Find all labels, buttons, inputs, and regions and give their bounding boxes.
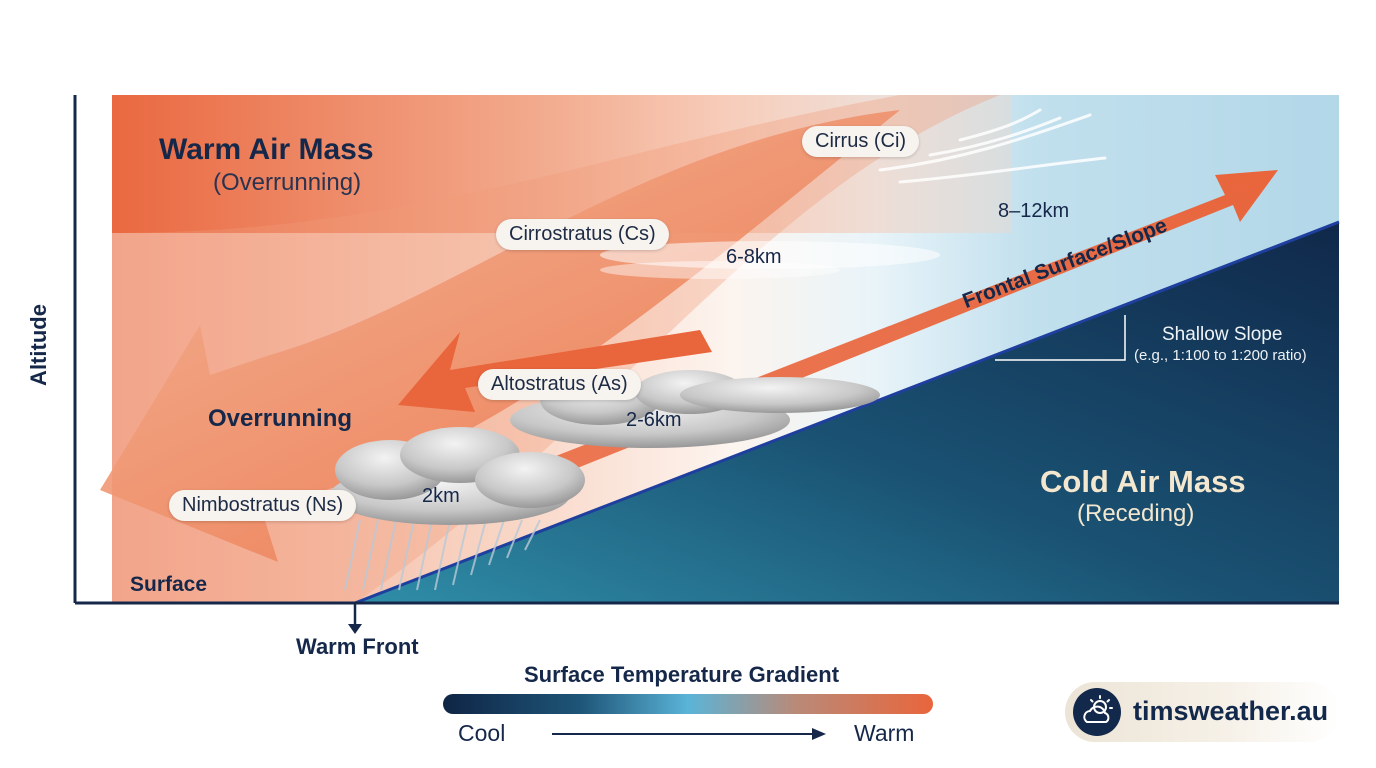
cirrus-altitude: 8–12km xyxy=(998,200,1070,222)
temperature-gradient-bar xyxy=(443,694,933,714)
warm-air-subtitle: (Overrunning) xyxy=(213,169,362,196)
legend-cool-label: Cool xyxy=(458,720,506,746)
rain-streaks xyxy=(344,519,541,591)
sun-cloud-icon xyxy=(1073,688,1121,736)
altostratus-cloud xyxy=(510,370,880,448)
altostratus-altitude: 2-6km xyxy=(626,409,682,431)
y-axis-label: Altitude xyxy=(25,304,51,386)
legend-arrowhead xyxy=(812,728,826,740)
legend-warm-label: Warm xyxy=(854,720,915,746)
overrunning-label: Overrunning xyxy=(208,405,353,432)
warm-front-marker-arrow xyxy=(348,624,362,634)
slope-note-title: Shallow Slope xyxy=(1162,324,1283,345)
warm-front-label: Warm Front xyxy=(296,634,419,659)
warm-air-title: Warm Air Mass xyxy=(159,133,374,166)
brand-text: timsweather.au xyxy=(1133,696,1329,726)
cirrostratus-label: Cirrostratus (Cs) xyxy=(496,219,669,250)
legend-title: Surface Temperature Gradient xyxy=(524,662,840,687)
brand-badge[interactable]: timsweather.au xyxy=(1065,682,1339,742)
cirrostratus-altitude: 6-8km xyxy=(726,246,782,268)
slope-ratio-bracket xyxy=(995,315,1126,361)
cold-air-title: Cold Air Mass xyxy=(1040,464,1246,499)
overrunning-arrow xyxy=(100,110,900,562)
cirrostratus-cloud xyxy=(600,241,940,269)
slope-note-detail: (e.g., 1:100 to 1:200 ratio) xyxy=(1134,347,1307,364)
cirrus-label: Cirrus (Ci) xyxy=(802,126,920,157)
nimbostratus-label: Nimbostratus (Ns) xyxy=(169,490,357,521)
frontal-surface-line xyxy=(354,220,1340,605)
altostratus-label: Altostratus (As) xyxy=(478,369,641,400)
nimbostratus-cloud xyxy=(330,427,585,525)
nimbostratus-altitude: 2km xyxy=(422,485,460,507)
surface-label: Surface xyxy=(130,573,208,596)
cold-air-subtitle: (Receding) xyxy=(1077,500,1195,527)
cirrus-wisps xyxy=(878,108,1107,184)
